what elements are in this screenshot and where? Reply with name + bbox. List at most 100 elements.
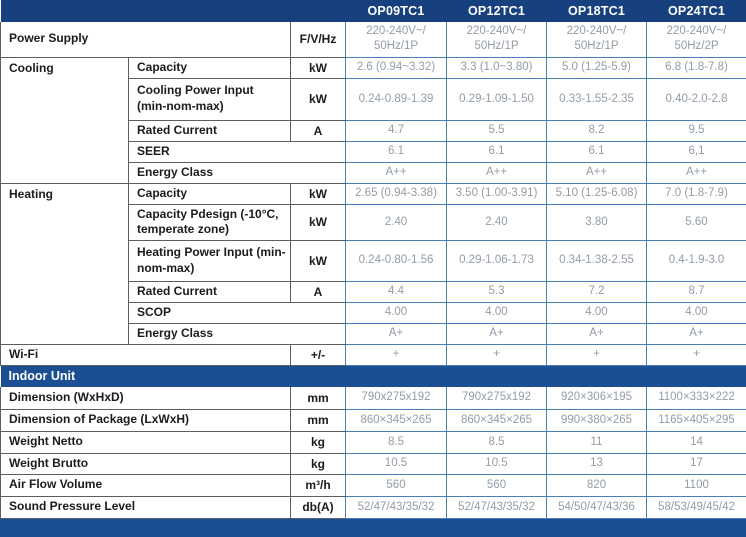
value-cell: 820 <box>546 474 647 497</box>
value-cell: 6,1 <box>646 141 746 163</box>
table-row: Dimension (WxHxD) mm 790x275x192 790x275x19… <box>0 387 746 410</box>
unit-cell: kW <box>290 240 346 282</box>
value-cell: 52/47/43/35/32 <box>446 496 547 519</box>
value-cell: 7.0 (1.8-7.9) <box>646 183 746 205</box>
model-header: OP24TC1 <box>668 4 725 18</box>
value-cell: A+ <box>646 323 746 345</box>
value-cell: + <box>446 344 547 366</box>
unit-cell: db(A) <box>290 496 346 519</box>
value-cell: 4.00 <box>646 302 746 324</box>
value-cell: 2.6 (0.94~3.32) <box>345 57 447 79</box>
spec-table: OP09TC1 OP12TC1 OP18TC1 OP24TC1 Power Su… <box>0 0 746 519</box>
value-cell: 6.1 <box>446 141 547 163</box>
value-cell: 8.7 <box>646 281 746 303</box>
unit-cell: mm <box>290 387 346 410</box>
table-row: Heating Power Input (min-nom-max) kW 0.24-… <box>1 240 746 282</box>
unit-cell: +/- <box>290 344 346 366</box>
value-cell: 5.10 (1.25-6.08) <box>546 183 647 205</box>
row-label: Rated Current <box>128 281 291 303</box>
value-cell: 220-240V~/ 50Hz/1P <box>446 22 547 58</box>
table-row: Air Flow Volume m³/h 560 560 820 1100 <box>0 474 746 497</box>
unit-cell: m³/h <box>290 474 346 497</box>
table-row: Energy Class A+ A+ A+ A+ <box>1 323 746 345</box>
row-label: Dimension (WxHxD) <box>0 387 291 410</box>
value-cell: A++ <box>446 162 547 184</box>
value-cell: 5.0 (1.25-5.9) <box>546 57 647 79</box>
value-cell: 2.65 (0.94-3.38) <box>345 183 447 205</box>
table-row: SEER 6.1 6.1 6.1 6,1 <box>1 141 746 163</box>
unit-cell: kW <box>290 183 346 205</box>
row-label: Rated Current <box>128 120 291 142</box>
group-cell: Cooling <box>0 57 129 184</box>
unit-cell: kg <box>290 453 346 475</box>
value-cell: 4.00 <box>345 302 447 324</box>
row-label: SCOP <box>128 302 346 324</box>
value-cell: 3.80 <box>546 204 647 241</box>
value-cell: 990×380×265 <box>546 409 647 432</box>
value-cell: 6.1 <box>546 141 647 163</box>
table-row: Power Supply F/V/Hz 220-240V~/ 50Hz/1P 220-… <box>0 22 746 58</box>
value-cell: 220-240V~/ 50Hz/2P <box>646 22 746 58</box>
value-cell: A+ <box>446 323 547 345</box>
row-label: Capacity <box>128 183 291 205</box>
value-cell: 14 <box>646 431 746 454</box>
value-cell: 54/50/47/43/36 <box>546 496 647 519</box>
model-header: OP12TC1 <box>468 4 525 18</box>
value-cell: 2.40 <box>345 204 447 241</box>
value-cell: 790x275x192 <box>345 387 447 410</box>
table-row: Wi-Fi +/- + + + + <box>0 344 746 366</box>
model-header-row: OP09TC1 OP12TC1 OP18TC1 OP24TC1 <box>0 0 746 22</box>
value-cell: 560 <box>446 474 547 497</box>
table-row: Heating Capacity kW 2.65 (0.94-3.38) 3.50 (1… <box>0 183 746 345</box>
value-cell: 220-240V~/ 50Hz/1P <box>546 22 647 58</box>
value-cell: 6.8 (1.8-7.8) <box>646 57 746 79</box>
section-header: Indoor Unit <box>0 365 746 388</box>
row-label: Dimension of Package (LxWxH) <box>0 409 291 432</box>
value-cell: 0.24-0.80-1.56 <box>345 240 447 282</box>
row-label: Energy Class <box>128 323 346 345</box>
value-cell: 52/47/43/35/32 <box>345 496 447 519</box>
value-cell: 8.5 <box>345 431 447 454</box>
section-row: Indoor Unit <box>0 365 746 388</box>
unit-cell: A <box>290 120 346 142</box>
table-row: Energy Class A++ A++ A++ A++ <box>1 162 746 184</box>
group-cell: Heating <box>0 183 129 345</box>
unit-cell: kW <box>290 57 346 79</box>
value-cell: A+ <box>345 323 447 345</box>
value-cell: + <box>345 344 447 366</box>
model-header: OP18TC1 <box>568 4 625 18</box>
value-cell: 220-240V~/ 50Hz/1P <box>345 22 447 58</box>
value-cell: 1100 <box>646 474 746 497</box>
value-cell: 860×345×265 <box>345 409 447 432</box>
value-cell: 3.3 (1.0~3.80) <box>446 57 547 79</box>
unit-cell: A <box>290 281 346 303</box>
row-label: Power Supply <box>0 22 291 58</box>
row-label: Energy Class <box>128 162 346 184</box>
row-label: Wi-Fi <box>0 344 291 366</box>
unit-cell: kg <box>290 431 346 454</box>
value-cell: A++ <box>646 162 746 184</box>
value-cell: 1100×333×222 <box>646 387 746 410</box>
unit-cell: kW <box>290 204 346 241</box>
value-cell: 790x275x192 <box>446 387 547 410</box>
value-cell: 7.2 <box>546 281 647 303</box>
value-cell: 10.5 <box>345 453 447 475</box>
value-cell: 10.5 <box>446 453 547 475</box>
table-row: Cooling Power Input (min-nom-max) kW 0.24-… <box>1 78 746 121</box>
value-cell: 0.34-1.38-2.55 <box>546 240 647 282</box>
value-cell: 2.40 <box>446 204 547 241</box>
value-cell: 9.5 <box>646 120 746 142</box>
unit-cell: mm <box>290 409 346 432</box>
value-cell: 4.00 <box>546 302 647 324</box>
value-cell: 13 <box>546 453 647 475</box>
unit-cell: kW <box>290 78 346 121</box>
value-cell: 5.5 <box>446 120 547 142</box>
value-cell: 4.7 <box>345 120 447 142</box>
value-cell: 0.33-1.55-2.35 <box>546 78 647 121</box>
row-label: Sound Pressure Level <box>0 496 291 519</box>
row-label: Heating Power Input (min-nom-max) <box>128 240 291 282</box>
value-cell: 0.24-0.89-1.39 <box>345 78 447 121</box>
value-cell: 3.50 (1.00-3.91) <box>446 183 547 205</box>
table-row: Weight Netto kg 8.5 8.5 11 14 <box>0 431 746 454</box>
